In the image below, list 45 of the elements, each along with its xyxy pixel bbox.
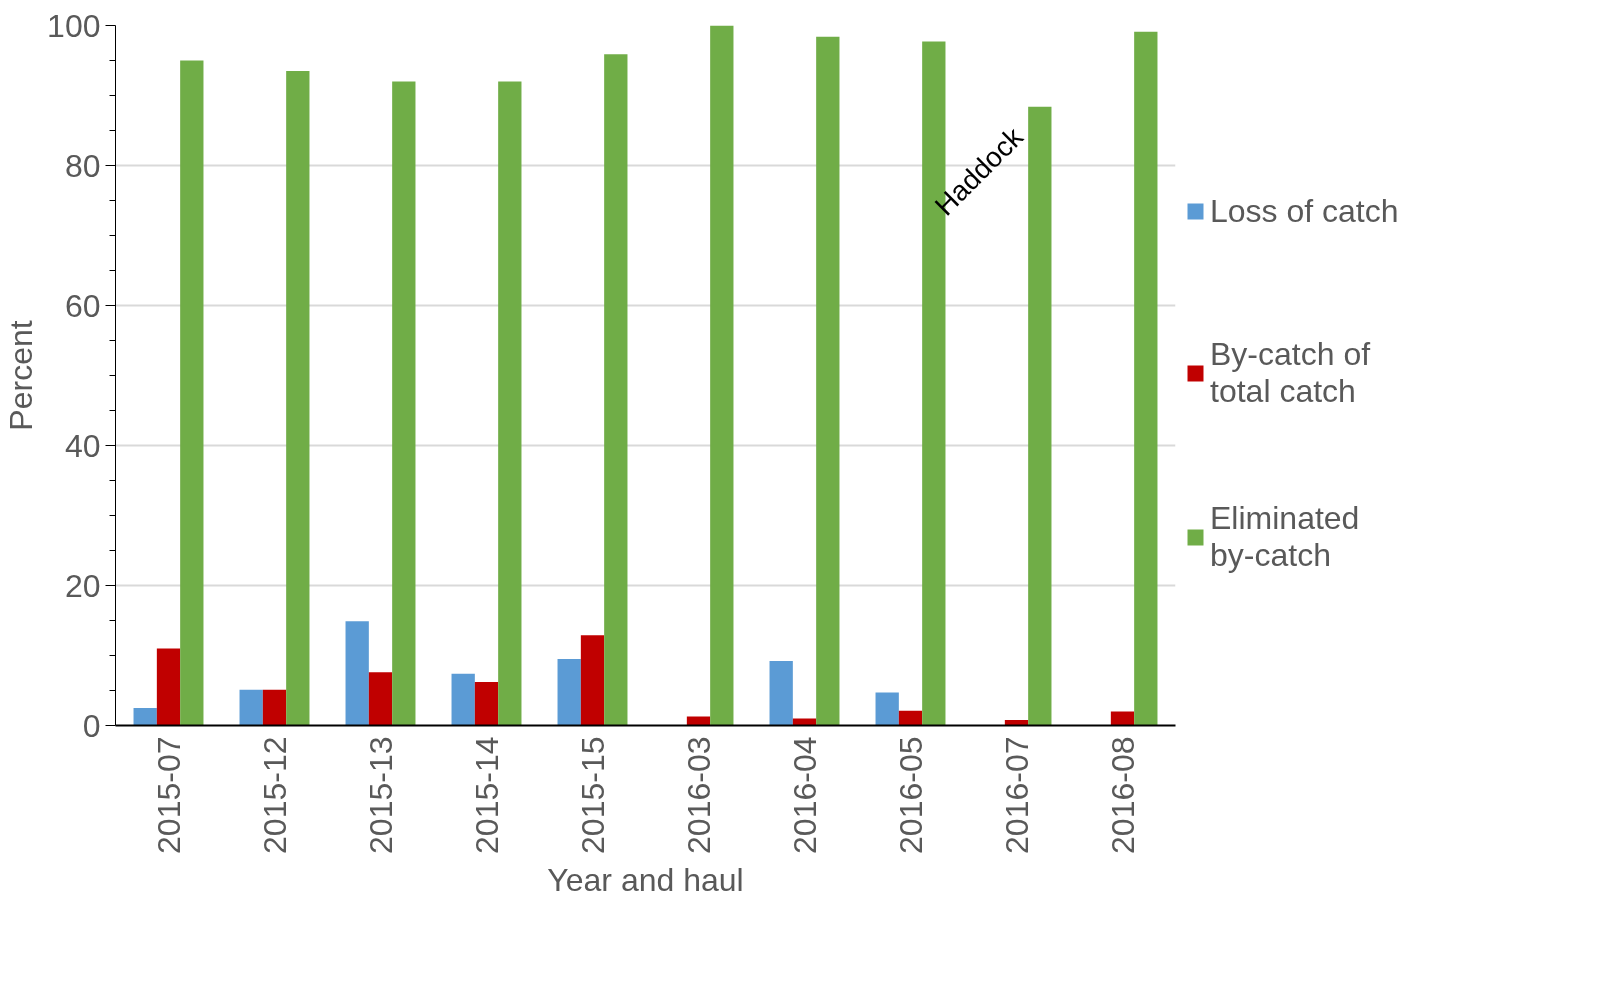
bar — [474, 682, 499, 726]
x-tick-label: 2015-15 — [574, 736, 611, 854]
legend-label: Loss of catch — [1210, 191, 1399, 231]
bar — [604, 54, 628, 726]
bar — [133, 708, 157, 726]
bar — [710, 25, 734, 726]
bar — [557, 659, 581, 726]
bar — [180, 60, 204, 726]
y-tick-label: 20 — [64, 567, 101, 604]
bar — [368, 672, 393, 726]
y-tick-label: 60 — [64, 287, 101, 324]
bar — [451, 673, 475, 726]
bar — [1110, 711, 1135, 726]
x-tick-label: 2015-07 — [150, 736, 187, 854]
x-tick-label: 2015-14 — [468, 736, 505, 854]
bar — [875, 692, 899, 726]
bar — [239, 689, 263, 726]
legend-label: By-catch of total catch — [1210, 336, 1371, 410]
bar — [392, 81, 416, 726]
bar — [345, 621, 369, 726]
bar — [816, 36, 840, 726]
x-tick-label: 2015-13 — [362, 736, 399, 854]
bar — [769, 661, 793, 726]
bar — [1134, 31, 1158, 726]
y-axis-title: Percent — [3, 320, 40, 431]
y-tick-label: 80 — [64, 147, 101, 184]
bar — [1028, 106, 1052, 726]
x-tick-label: 2016-03 — [680, 736, 717, 854]
x-tick-label: 2016-04 — [786, 736, 823, 854]
x-tick-label: 2016-08 — [1104, 736, 1141, 854]
y-tick-label: 0 — [82, 707, 101, 744]
y-tick-label: 40 — [64, 427, 101, 464]
bar — [580, 635, 605, 726]
x-tick-label: 2016-05 — [892, 736, 929, 854]
bar — [686, 716, 711, 726]
bar — [286, 71, 310, 726]
x-tick-label: 2016-07 — [998, 736, 1035, 854]
y-tick-label: 100 — [47, 7, 101, 44]
bar — [498, 81, 522, 726]
bar — [898, 710, 923, 726]
x-tick-label: 2015-12 — [256, 736, 293, 854]
bar — [156, 648, 181, 726]
legend-label: Eliminated by-catch — [1210, 500, 1360, 574]
x-axis-title: Year and haul — [547, 861, 744, 898]
bar — [262, 689, 287, 726]
